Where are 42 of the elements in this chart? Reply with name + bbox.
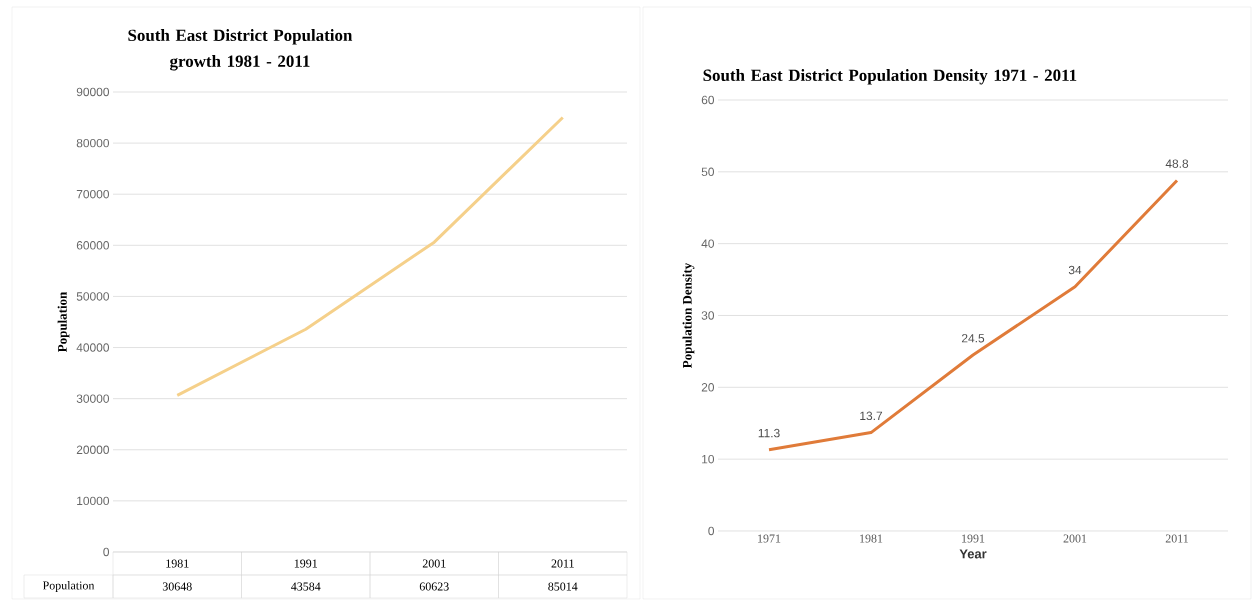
x-tick-label: 2011 <box>551 559 574 568</box>
y-tick-label: 0 <box>708 526 715 536</box>
data-label: 24.5 <box>961 334 985 343</box>
x-tick-label: 2001 <box>1063 534 1087 543</box>
data-label: 11.3 <box>758 428 780 438</box>
y-tick-label: 60 <box>701 95 715 105</box>
y-tick-label: 50000 <box>76 292 110 301</box>
x-axis-title: Year <box>959 549 987 559</box>
y-tick-label: 80000 <box>76 138 110 148</box>
x-tick-label: 1971 <box>758 534 781 543</box>
line-series <box>175 115 565 397</box>
x-tick-label: 1991 <box>294 559 317 568</box>
x-tick-label: 2011 <box>1165 534 1189 543</box>
y-tick-label: 0 <box>103 547 110 557</box>
y-tick-label: 40 <box>701 239 715 248</box>
data-label: 13.7 <box>860 411 883 421</box>
data-label: 43584 <box>291 582 321 591</box>
y-tick-label: 50 <box>701 167 715 177</box>
y-tick-label: 30000 <box>76 394 110 403</box>
y-axis-title: Population <box>57 291 70 352</box>
y-tick-label: 20000 <box>76 445 110 454</box>
data-label: 60623 <box>419 582 449 591</box>
x-tick-label: 2001 <box>422 559 446 568</box>
chart-title: South East District Population growth 1981 - 2011 <box>128 29 353 71</box>
x-tick-label: 1981 <box>166 559 189 568</box>
y-tick-label: 40000 <box>76 343 110 352</box>
data-label: 48.8 <box>1165 159 1189 168</box>
y-tick-label: 10000 <box>77 496 110 506</box>
chart-title: South East District Population Density 1971 - 2011 <box>703 69 1077 85</box>
y-axis-title: Population Density <box>682 262 695 368</box>
y-tick-label: 30 <box>701 311 715 320</box>
x-tick-label: 1981 <box>860 534 883 543</box>
y-tick-label: 60000 <box>76 241 110 250</box>
data-label: 30648 <box>162 582 192 591</box>
data-label: 85014 <box>548 582 578 591</box>
x-tick-label: 1991 <box>962 534 985 543</box>
y-tick-label: 90000 <box>76 87 110 97</box>
y-tick-label: 70000 <box>76 189 110 199</box>
text: Population <box>42 581 95 592</box>
y-tick-label: 10 <box>702 454 715 464</box>
data-label: 34 <box>1068 265 1082 275</box>
y-tick-label: 20 <box>701 383 715 392</box>
